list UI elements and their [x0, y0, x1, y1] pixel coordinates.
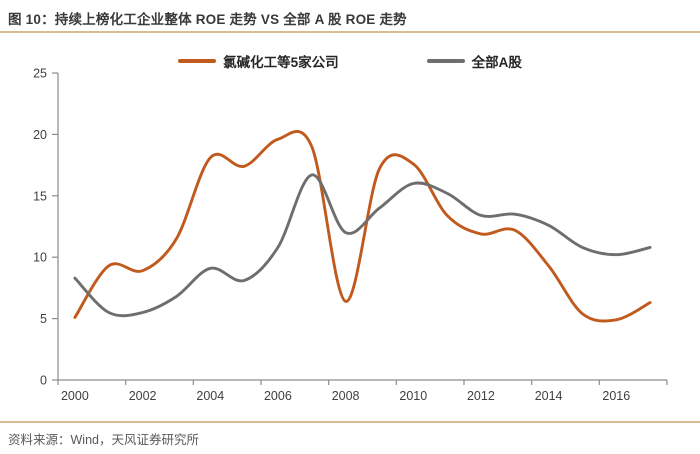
- svg-text:2010: 2010: [399, 389, 427, 403]
- footer-divider: [0, 421, 700, 423]
- svg-text:2016: 2016: [602, 389, 630, 403]
- legend-label-all-a-shares: 全部A股: [471, 55, 522, 70]
- gray-line-swatch-icon: [426, 59, 465, 63]
- chart-legend: 氯碱化工等5家公司 全部A股: [0, 51, 700, 71]
- svg-text:2014: 2014: [535, 389, 563, 403]
- svg-text:0: 0: [40, 374, 47, 388]
- svg-text:2002: 2002: [129, 389, 157, 403]
- svg-text:15: 15: [33, 189, 47, 203]
- orange-line-swatch-icon: [178, 59, 217, 63]
- svg-text:25: 25: [33, 67, 47, 81]
- svg-text:20: 20: [33, 128, 47, 142]
- svg-text:5: 5: [40, 312, 47, 326]
- source-note: 资料来源：Wind，天风证券研究所: [8, 433, 199, 447]
- title-divider: [0, 31, 700, 33]
- roe-line-chart: 0 5 10 15 20 25 2000 2002 2004 2006 2008 2010 2012 20…: [33, 67, 668, 403]
- legend-label-chlor-alkali: 氯碱化工等5家公司: [223, 55, 339, 70]
- svg-text:10: 10: [33, 251, 47, 265]
- svg-text:2012: 2012: [467, 389, 495, 403]
- svg-text:2006: 2006: [264, 389, 292, 403]
- figure-title: 图 10：持续上榜化工企业整体 ROE 走势 VS 全部 A 股 ROE 走势: [8, 12, 407, 27]
- svg-text:2008: 2008: [332, 389, 360, 403]
- legend-item-chlor-alkali: 氯碱化工等5家公司: [178, 51, 339, 71]
- svg-text:2004: 2004: [196, 389, 224, 403]
- svg-text:2000: 2000: [61, 389, 89, 403]
- legend-item-all-a-shares: 全部A股: [426, 51, 522, 71]
